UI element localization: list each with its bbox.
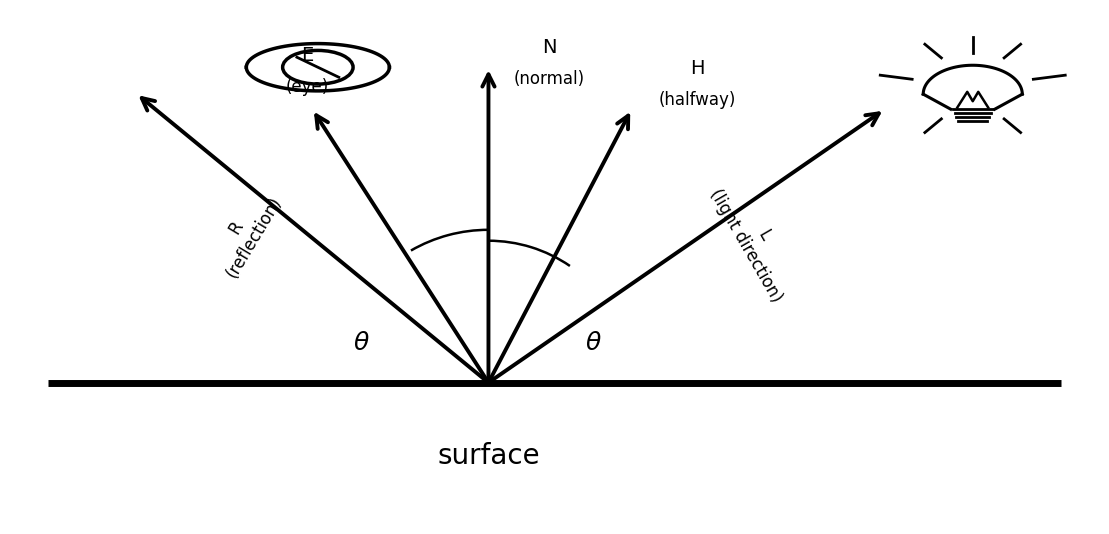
Text: N: N bbox=[542, 38, 557, 57]
Text: (eye): (eye) bbox=[285, 78, 328, 96]
Text: (normal): (normal) bbox=[513, 70, 584, 88]
Text: $\theta$: $\theta$ bbox=[354, 331, 370, 355]
Text: R
(reflection): R (reflection) bbox=[205, 183, 285, 281]
Text: $\theta$: $\theta$ bbox=[584, 331, 601, 355]
Text: H: H bbox=[690, 59, 705, 78]
Text: (halfway): (halfway) bbox=[659, 91, 736, 109]
Text: L
(light direction): L (light direction) bbox=[706, 176, 804, 305]
Text: E: E bbox=[301, 45, 313, 65]
Text: surface: surface bbox=[437, 442, 540, 470]
